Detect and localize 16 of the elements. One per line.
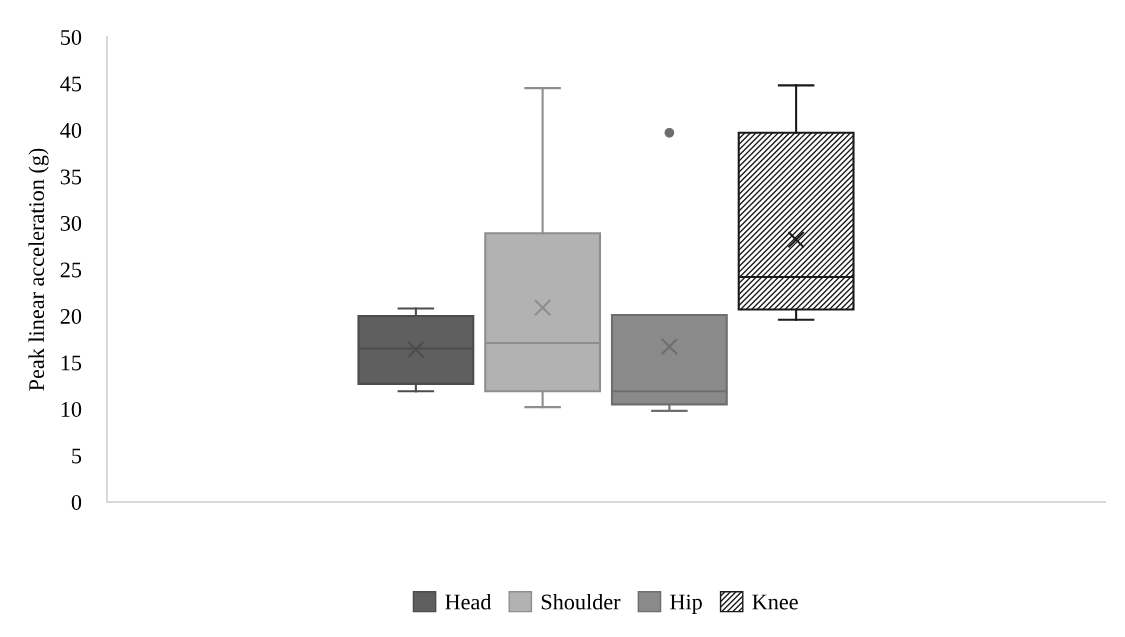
y-axis-title: Peak linear acceleration (g)	[28, 148, 49, 391]
legend-label: Hip	[670, 594, 702, 615]
y-tick-label: 20	[60, 308, 82, 324]
y-tick-label: 40	[60, 122, 82, 138]
legend-label: Shoulder	[541, 593, 621, 610]
y-tick-label: 45	[60, 76, 82, 92]
y-tick-label: 50	[61, 29, 82, 45]
y-tick-label: 0	[71, 494, 82, 510]
y-tick-label: 10	[61, 401, 82, 417]
y-tick-label: 30	[60, 215, 82, 231]
y-tick-label: 15	[61, 355, 82, 371]
y-tick-label: 5	[72, 448, 82, 464]
legend-label: Knee	[752, 594, 798, 610]
y-tick-label: 35	[60, 169, 82, 185]
y-tick-label: 25	[60, 262, 82, 278]
legend-label: Head	[445, 593, 492, 610]
